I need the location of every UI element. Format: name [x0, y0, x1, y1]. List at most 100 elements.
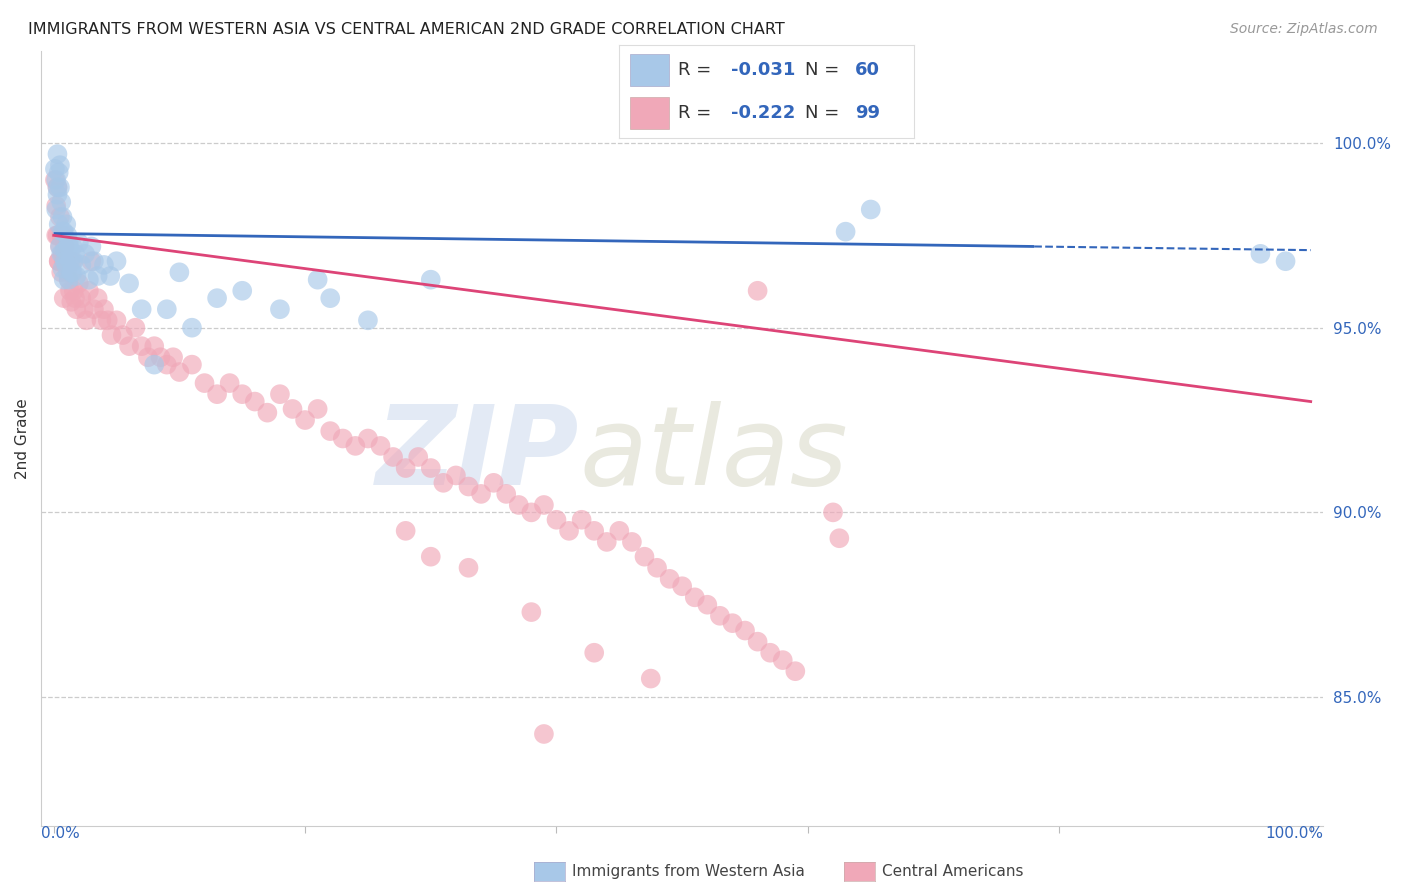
Point	[721, 616, 744, 631]
Point	[370, 439, 392, 453]
Point	[48, 254, 70, 268]
Text: N =: N =	[804, 61, 845, 78]
Point	[193, 376, 215, 390]
Point	[533, 498, 555, 512]
Point	[432, 475, 454, 490]
Point	[395, 461, 418, 475]
Text: Central Americans: Central Americans	[882, 864, 1024, 879]
Point	[45, 173, 67, 187]
Bar	[630, 97, 669, 129]
Point	[51, 228, 73, 243]
Point	[558, 524, 581, 538]
Point	[520, 505, 543, 519]
Point	[546, 513, 568, 527]
Point	[162, 350, 184, 364]
Point	[46, 180, 69, 194]
Text: N =: N =	[804, 104, 845, 122]
Point	[143, 339, 166, 353]
Text: 99: 99	[855, 104, 880, 122]
Point	[67, 235, 90, 250]
Point	[60, 265, 83, 279]
Point	[49, 239, 72, 253]
Point	[58, 239, 80, 253]
Point	[62, 254, 84, 268]
Point	[709, 608, 731, 623]
Point	[118, 277, 141, 291]
Point	[77, 273, 100, 287]
Point	[86, 268, 108, 283]
Point	[45, 202, 67, 217]
Point	[169, 265, 191, 279]
Point	[256, 406, 278, 420]
Point	[136, 350, 159, 364]
Point	[671, 579, 693, 593]
Point	[62, 265, 84, 279]
Point	[53, 239, 76, 253]
Point	[80, 254, 103, 268]
Point	[344, 439, 367, 453]
Point	[55, 217, 77, 231]
Point	[307, 401, 329, 416]
Text: R =: R =	[678, 104, 717, 122]
Point	[645, 561, 668, 575]
Point	[231, 284, 253, 298]
Point	[143, 358, 166, 372]
Text: -0.031: -0.031	[731, 61, 796, 78]
Point	[111, 328, 134, 343]
Point	[62, 284, 84, 298]
Point	[100, 328, 122, 343]
Point	[65, 268, 87, 283]
Point	[482, 475, 505, 490]
Point	[86, 291, 108, 305]
Point	[495, 487, 517, 501]
Text: 100.0%: 100.0%	[1265, 826, 1323, 841]
Point	[51, 210, 73, 224]
Point	[633, 549, 655, 564]
Point	[75, 313, 97, 327]
Point	[620, 535, 643, 549]
Point	[205, 387, 228, 401]
Text: -0.222: -0.222	[731, 104, 796, 122]
Point	[294, 413, 316, 427]
Point	[44, 161, 66, 176]
Point	[156, 358, 179, 372]
Point	[83, 254, 105, 268]
Point	[63, 247, 86, 261]
Point	[49, 239, 72, 253]
Point	[44, 173, 66, 187]
Point	[65, 302, 87, 317]
Point	[444, 468, 467, 483]
Point	[55, 254, 77, 268]
Point	[457, 479, 479, 493]
Point	[382, 450, 405, 464]
Point	[90, 313, 112, 327]
Point	[45, 228, 67, 243]
Point	[56, 228, 79, 243]
Point	[640, 672, 662, 686]
Point	[131, 339, 153, 353]
Point	[859, 202, 882, 217]
Point	[406, 450, 429, 464]
Text: 60: 60	[855, 61, 880, 78]
Point	[118, 339, 141, 353]
Point	[596, 535, 619, 549]
Point	[1274, 254, 1296, 268]
Point	[51, 247, 73, 261]
Point	[105, 254, 128, 268]
Point	[51, 247, 73, 261]
Point	[609, 524, 631, 538]
Point	[70, 258, 93, 272]
Point	[51, 265, 73, 279]
Point	[124, 320, 146, 334]
Point	[62, 239, 84, 253]
Bar	[630, 54, 669, 86]
Point	[93, 258, 115, 272]
Text: Source: ZipAtlas.com: Source: ZipAtlas.com	[1230, 22, 1378, 37]
Point	[508, 498, 530, 512]
Point	[319, 291, 342, 305]
Point	[834, 225, 856, 239]
Point	[51, 261, 73, 276]
Point	[58, 235, 80, 250]
Point	[357, 432, 380, 446]
Point	[281, 401, 304, 416]
